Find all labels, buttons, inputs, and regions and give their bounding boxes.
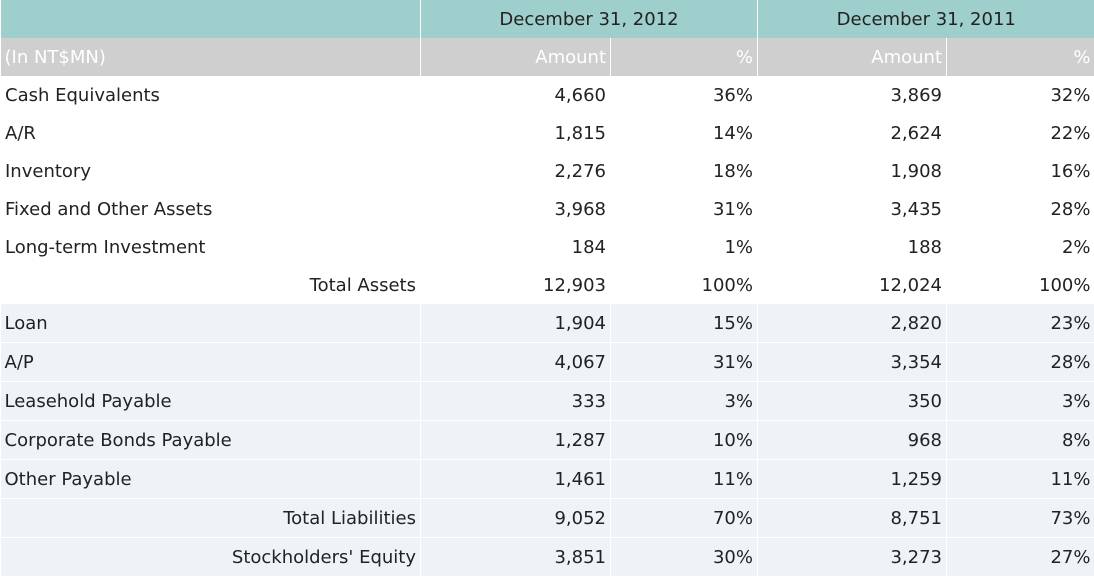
- stockholders-equity-row: Stockholders' Equity 3,851 30% 3,273 27%: [0, 537, 1094, 577]
- row-label: A/R: [5, 122, 36, 144]
- row-label: Leasehold Payable: [0, 381, 421, 421]
- percent-2012-cell: 18%: [712, 160, 753, 182]
- table-row: Long-term Investment 184 1% 188 2%: [1, 228, 1094, 266]
- row-label: Other Payable: [0, 459, 421, 499]
- amount-2012-cell: 9,052: [420, 498, 611, 538]
- percent-2012-cell: 3%: [610, 381, 758, 421]
- percent-2011-cell: 3%: [946, 381, 1094, 421]
- amount-2011-cell: 3,435: [890, 198, 942, 220]
- percent-2011-cell: 2%: [1061, 236, 1091, 258]
- amount-2011-cell: 2,820: [757, 304, 947, 343]
- table-row: A/R 1,815 14% 2,624 22%: [1, 114, 1094, 152]
- amount-2011-cell: 1,259: [757, 459, 947, 499]
- amount-2011-cell: 3,869: [890, 84, 942, 106]
- amount-2011-cell: 12,024: [879, 274, 942, 296]
- percent-2011-cell: 11%: [946, 459, 1094, 499]
- amount-2012-cell: 1,287: [420, 420, 611, 460]
- amount-2012-cell: 4,067: [420, 342, 611, 382]
- row-label: Fixed and Other Assets: [5, 198, 213, 220]
- amount-2012-cell: 1,815: [554, 122, 606, 144]
- amount-2012-cell: 4,660: [554, 84, 606, 106]
- amount-2012-cell: 12,903: [543, 274, 606, 296]
- amount-2011-header: Amount: [757, 38, 947, 76]
- row-label: Long-term Investment: [5, 236, 206, 258]
- row-label: Inventory: [5, 160, 91, 182]
- percent-2012-cell: 100%: [701, 274, 753, 296]
- percent-2011-cell: 16%: [1050, 160, 1091, 182]
- amount-2011-cell: 350: [757, 381, 947, 421]
- percent-2011-cell: 100%: [1039, 274, 1091, 296]
- percent-2012-cell: 70%: [610, 498, 758, 538]
- amount-2012-cell: 2,276: [554, 160, 606, 182]
- row-label: Cash Equivalents: [5, 84, 160, 106]
- amount-2012-cell: 3,851: [420, 537, 611, 577]
- column-header-row: (In NT$MN) Amount % Amount %: [0, 38, 1094, 76]
- table-row: Fixed and Other Assets 3,968 31% 3,435 2…: [1, 190, 1094, 228]
- stockholders-equity-label: Stockholders' Equity: [0, 537, 421, 577]
- amount-2012-cell: 1,461: [420, 459, 611, 499]
- table-row: Other Payable 1,461 11% 1,259 11%: [0, 459, 1094, 499]
- percent-2012-cell: 36%: [712, 84, 753, 106]
- table-row: Corporate Bonds Payable 1,287 10% 968 8%: [0, 420, 1094, 460]
- table-row: Leasehold Payable 333 3% 350 3%: [0, 381, 1094, 421]
- period-header-row: December 31, 2012 December 31, 2011: [0, 0, 1094, 38]
- percent-2012-cell: 1%: [724, 236, 753, 258]
- amount-2011-cell: 188: [907, 236, 942, 258]
- amount-2011-cell: 968: [757, 420, 947, 460]
- percent-2012-cell: 31%: [610, 342, 758, 382]
- percent-2012-cell: 11%: [610, 459, 758, 499]
- total-assets-row: Total Assets 12,903 100% 12,024 100%: [1, 266, 1094, 304]
- total-liabilities-row: Total Liabilities 9,052 70% 8,751 73%: [0, 498, 1094, 538]
- amount-2012-cell: 184: [571, 236, 606, 258]
- percent-2011-cell: 23%: [946, 304, 1094, 343]
- percent-2012-cell: 30%: [610, 537, 758, 577]
- percent-2011-cell: 22%: [1050, 122, 1091, 144]
- amount-2011-cell: 2,624: [890, 122, 942, 144]
- percent-2011-cell: 32%: [1050, 84, 1091, 106]
- percent-2012-cell: 10%: [610, 420, 758, 460]
- unit-label: (In NT$MN): [0, 38, 421, 76]
- amount-2011-cell: 8,751: [757, 498, 947, 538]
- percent-2012-cell: 15%: [610, 304, 758, 343]
- percent-2011-cell: 28%: [946, 342, 1094, 382]
- table-row: Cash Equivalents 4,660 36% 3,869 32%: [1, 76, 1094, 114]
- percent-2011-cell: 28%: [1050, 198, 1091, 220]
- percent-2011-cell: 27%: [946, 537, 1094, 577]
- amount-2011-cell: 3,273: [757, 537, 947, 577]
- table-row: A/P 4,067 31% 3,354 28%: [0, 342, 1094, 382]
- total-liabilities-label: Total Liabilities: [0, 498, 421, 538]
- row-label: Corporate Bonds Payable: [0, 420, 421, 460]
- period-2012-header: December 31, 2012: [420, 0, 758, 38]
- table-row: Loan 1,904 15% 2,820 23%: [0, 304, 1094, 343]
- row-label: Loan: [0, 304, 421, 343]
- amount-2011-cell: 3,354: [757, 342, 947, 382]
- amount-2012-cell: 333: [420, 381, 611, 421]
- period-2011-header: December 31, 2011: [757, 0, 1094, 38]
- percent-2011-cell: 8%: [946, 420, 1094, 460]
- percent-2011-header: %: [946, 38, 1094, 76]
- amount-2012-cell: 3,968: [554, 198, 606, 220]
- table-row: Inventory 2,276 18% 1,908 16%: [1, 152, 1094, 190]
- percent-2012-cell: 31%: [712, 198, 753, 220]
- header-blank-cell: [0, 0, 421, 38]
- percent-2012-cell: 14%: [712, 122, 753, 144]
- row-label: A/P: [0, 342, 421, 382]
- amount-2012-header: Amount: [420, 38, 611, 76]
- amount-2011-cell: 1,908: [890, 160, 942, 182]
- amount-2012-cell: 1,904: [420, 304, 611, 343]
- total-assets-label: Total Assets: [309, 274, 416, 296]
- percent-2011-cell: 73%: [946, 498, 1094, 538]
- percent-2012-header: %: [610, 38, 758, 76]
